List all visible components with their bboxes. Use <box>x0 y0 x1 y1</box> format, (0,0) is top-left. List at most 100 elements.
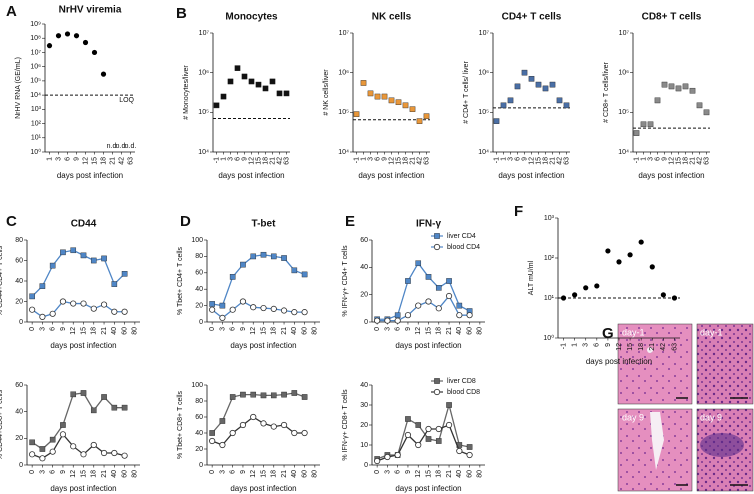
chart: CD8+ T cells 10⁴ 10⁵ 10⁶ 10⁷ -1 1 3 6 9 12 15 18 21 42… <box>603 12 711 180</box>
data-point <box>70 247 77 254</box>
legend-marker <box>434 233 440 239</box>
y-axis-label: ALT mU/ml <box>528 260 535 295</box>
data-point <box>301 271 308 278</box>
micrograph-label: day 9 <box>700 412 722 422</box>
data-point <box>49 448 56 455</box>
panel-letter: G <box>602 325 614 342</box>
data-point <box>111 281 118 287</box>
x-tick-label: 60 <box>121 327 128 335</box>
x-tick-label: 42 <box>696 157 703 165</box>
x-tick-label: 80 <box>132 470 139 478</box>
x-tick-label: 1 <box>500 157 507 161</box>
y-tick-label: 20 <box>15 298 23 305</box>
y-tick-label: 10⁷ <box>619 30 630 37</box>
data-point <box>360 80 367 86</box>
data-point <box>425 425 432 433</box>
series-line <box>211 392 305 434</box>
data-point <box>660 292 666 298</box>
data-point <box>82 39 89 46</box>
data-point <box>270 423 277 430</box>
x-tick-label: 60 <box>301 327 308 335</box>
y-tick-label: 40 <box>15 409 23 416</box>
data-point <box>100 301 108 308</box>
y-axis-label: % CD44+CD4+ T cells <box>0 245 4 316</box>
data-point <box>280 421 288 429</box>
data-point <box>281 391 287 398</box>
y-tick-label: 10⁴ <box>30 92 41 99</box>
x-tick-label: 9 <box>240 470 247 474</box>
x-tick-label: 12 <box>415 470 422 478</box>
x-tick-label: 12 <box>250 327 257 335</box>
data-point <box>240 261 246 268</box>
data-point <box>291 309 298 316</box>
chart: NK cells 10⁴ 10⁵ 10⁶ 10⁷ -1 1 3 6 9 12 15 18 21 42 63 da… <box>323 12 431 180</box>
data-point <box>415 302 422 309</box>
x-tick-label: 9 <box>240 327 247 331</box>
x-tick-label: 40 <box>456 470 463 478</box>
data-point <box>49 436 56 443</box>
micrograph-label: day-1 <box>700 327 723 337</box>
data-point <box>456 447 463 455</box>
y-axis-label: % Tbet+ CD8+ T cells <box>177 390 184 459</box>
x-tick-label: 18 <box>91 470 98 478</box>
y-tick-label: 0 <box>364 319 368 326</box>
y-tick-label: 10² <box>544 255 555 262</box>
data-point <box>250 304 257 311</box>
x-tick-label: 40 <box>456 327 463 335</box>
data-point <box>283 90 290 97</box>
x-tick-label: 6 <box>514 157 521 161</box>
data-point <box>276 90 283 97</box>
y-tick-label: 0 <box>19 319 23 326</box>
data-point <box>39 313 46 320</box>
x-tick-label: 21 <box>446 470 453 478</box>
x-tick-label: 9 <box>605 343 612 347</box>
x-tick-label: 6 <box>374 157 381 161</box>
x-axis-label: days post infection <box>218 171 284 180</box>
data-point <box>301 309 308 316</box>
data-point <box>556 97 563 104</box>
x-tick-label: 60 <box>466 327 473 335</box>
data-point <box>29 306 36 313</box>
x-tick-label: 3 <box>219 470 226 474</box>
data-point <box>241 73 248 80</box>
data-point <box>435 305 442 312</box>
data-point <box>111 449 118 457</box>
data-point <box>671 295 678 301</box>
x-tick-label: 6 <box>230 470 237 474</box>
y-tick-label: 10³ <box>31 106 42 113</box>
data-point <box>466 444 473 450</box>
x-tick-label: 80 <box>312 327 319 335</box>
data-point <box>90 441 97 449</box>
legend-swatch <box>434 233 440 239</box>
x-tick-label: 40 <box>291 470 298 478</box>
y-tick-label: 10⁸ <box>30 35 41 42</box>
x-tick-label: 9 <box>405 327 412 331</box>
x-tick-label: 15 <box>260 327 267 335</box>
data-point <box>374 457 381 465</box>
vessel <box>650 412 664 470</box>
x-axis-label: days post infection <box>230 484 296 493</box>
x-axis-label: days post infection <box>395 484 461 493</box>
x-tick-label: 15 <box>80 470 87 478</box>
x-axis-label: days post infection <box>498 171 564 180</box>
data-point <box>49 262 56 269</box>
data-point <box>219 418 226 424</box>
x-tick-label: 12 <box>415 327 422 335</box>
data-point <box>507 97 514 104</box>
chart-title: CD44 <box>71 219 97 230</box>
x-tick-label: 12 <box>70 470 77 478</box>
x-tick-label: 21 <box>549 157 556 165</box>
data-point <box>100 449 108 457</box>
data-point <box>255 81 262 88</box>
y-axis-label: NrHV RNA (GE/mL) <box>15 57 22 119</box>
x-tick-label: 9 <box>381 157 388 161</box>
x-axis-label: days post infection <box>57 171 123 180</box>
data-point <box>209 306 216 313</box>
data-point <box>445 421 453 429</box>
data-point <box>60 249 66 256</box>
x-tick-label: 6 <box>50 327 57 331</box>
data-point <box>250 413 257 421</box>
y-tick-label: 100 <box>191 237 203 244</box>
y-tick-label: 80 <box>15 237 23 244</box>
